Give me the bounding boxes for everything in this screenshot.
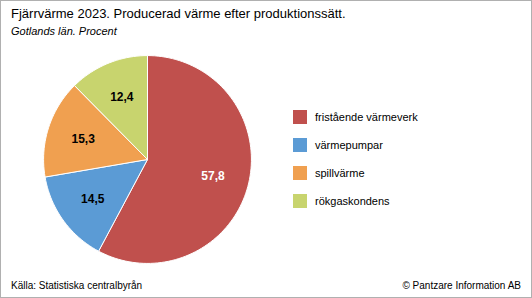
svg-text:14,5: 14,5: [81, 192, 105, 206]
html-text:värmepumpar: värmepumpar: [315, 139, 383, 151]
html-text:Gotlands län. Procent: Gotlands län. Procent: [11, 25, 117, 37]
svg-text:12,4: 12,4: [110, 90, 134, 104]
svg-text:15,3: 15,3: [72, 132, 96, 146]
html-text:rökgaskondens: rökgaskondens: [315, 195, 390, 207]
html-text:fristående värmeverk: fristående värmeverk: [315, 111, 418, 123]
html-text:Källa: Statistiska centralbyrå: Källa: Statistiska centralbyrån: [11, 280, 143, 291]
svg-text:57,8: 57,8: [201, 169, 225, 183]
html-text:© Pantzare Information AB: © Pantzare Information AB: [402, 280, 521, 291]
html-text:Fjärrvärme 2023. Producerad vä: Fjärrvärme 2023. Producerad värme efter …: [11, 6, 346, 21]
html-text:spillvärme: spillvärme: [315, 167, 365, 179]
